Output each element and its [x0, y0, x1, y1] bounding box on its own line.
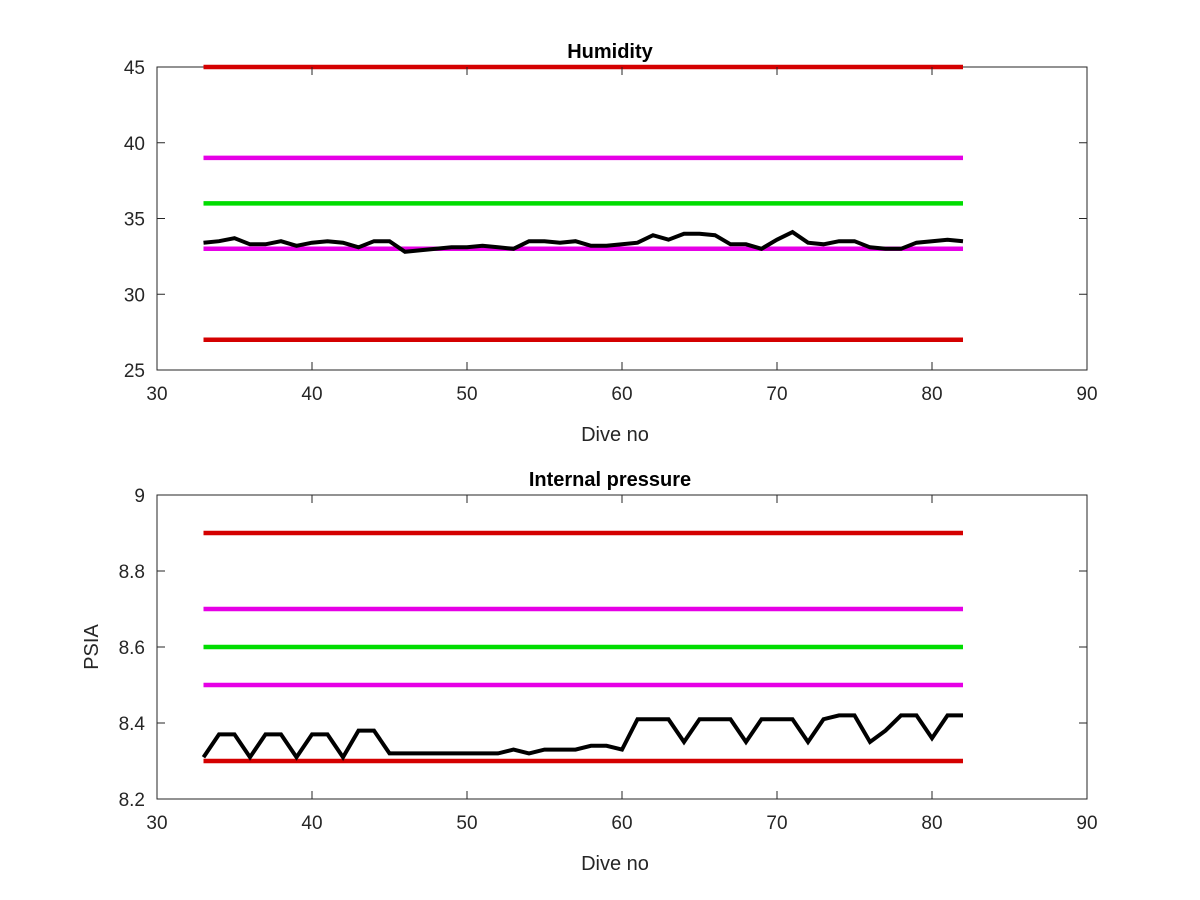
x-tick-label-0-6: 90	[1076, 384, 1097, 405]
chart-title-1: Internal pressure	[529, 469, 691, 491]
y-axis-label-1: PSIA	[81, 624, 103, 670]
x-tick-label-1-4: 70	[766, 813, 787, 834]
y-tick-label-1-1: 8.4	[119, 714, 146, 735]
x-tick-label-0-1: 40	[301, 384, 322, 405]
x-axis-label-1: Dive no	[581, 853, 649, 875]
x-axis-label-0: Dive no	[581, 424, 649, 446]
chart-title-0: Humidity	[567, 41, 653, 63]
x-tick-label-0-2: 50	[456, 384, 477, 405]
y-tick-label-1-2: 8.6	[119, 638, 145, 659]
y-tick-label-0-1: 30	[124, 285, 145, 306]
x-tick-label-0-4: 70	[766, 384, 787, 405]
y-tick-label-0-3: 40	[124, 134, 145, 155]
x-tick-label-1-5: 80	[921, 813, 942, 834]
y-tick-label-0-4: 45	[124, 58, 145, 79]
x-tick-label-1-6: 90	[1076, 813, 1097, 834]
x-tick-label-0-5: 80	[921, 384, 942, 405]
series-line-0-0	[203, 229, 964, 254]
x-tick-label-1-2: 50	[456, 813, 477, 834]
y-tick-label-0-2: 35	[124, 210, 145, 231]
x-tick-label-1-0: 30	[146, 813, 167, 834]
axes-box-0	[156, 66, 1088, 371]
x-tick-label-0-3: 60	[611, 384, 632, 405]
y-tick-label-1-3: 8.8	[119, 562, 145, 583]
y-tick-label-1-4: 9	[134, 486, 145, 507]
y-tick-label-1-0: 8.2	[119, 790, 145, 811]
series-line-1-0	[201, 713, 963, 761]
y-tick-label-0-0: 25	[124, 361, 145, 382]
x-tick-label-0-0: 30	[146, 384, 167, 405]
x-tick-label-1-1: 40	[301, 813, 322, 834]
x-tick-label-1-3: 60	[611, 813, 632, 834]
